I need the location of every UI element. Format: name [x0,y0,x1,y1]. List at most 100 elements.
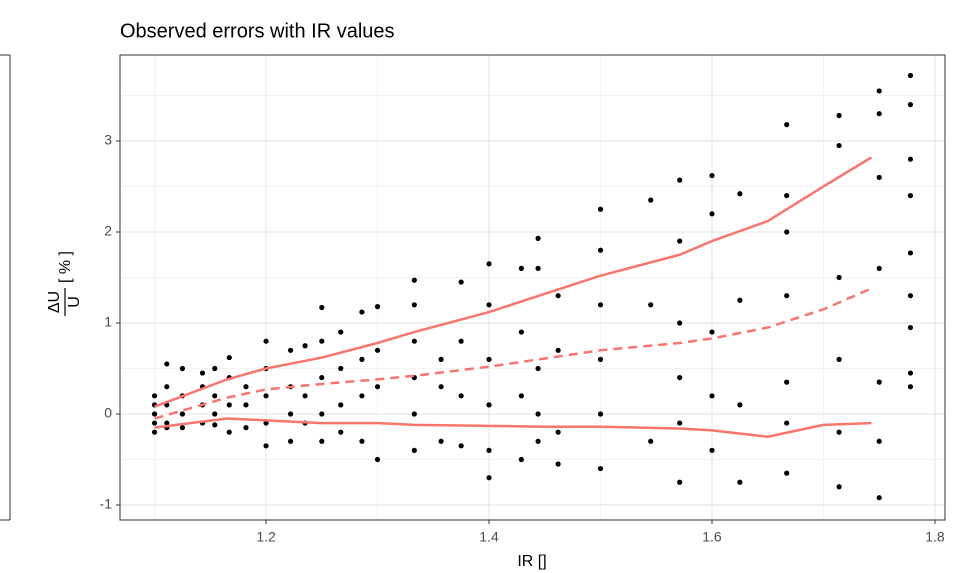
point [226,402,232,408]
point [648,197,654,203]
y-axis-label: ΔU U [ % ] [46,251,83,316]
point [212,411,218,417]
x-tick-label: 1.6 [702,529,722,545]
point [709,447,715,453]
point [836,484,842,490]
point [319,374,325,381]
y-tick-label: 0 [104,405,112,421]
point [151,420,158,426]
point [164,420,170,426]
point [374,304,381,310]
y-tick-label: 3 [104,132,112,148]
y-label-denominator: U [66,296,83,308]
y-tick-label: 2 [104,223,112,239]
point [784,122,790,128]
point [784,420,790,426]
point [876,111,882,117]
point [287,347,294,353]
point [302,343,308,349]
point [212,365,218,372]
point [374,347,381,353]
point [287,438,294,444]
point [438,356,444,362]
point [876,265,882,271]
point [597,411,604,417]
point [836,142,842,149]
point [179,411,186,417]
point [907,250,914,256]
point [784,192,790,199]
point [518,329,524,335]
point [535,411,541,417]
point [677,374,683,381]
grid [120,55,945,520]
trend-line [154,417,872,438]
point [302,393,308,399]
point [338,365,344,372]
point [359,393,365,399]
point [518,456,524,463]
point [319,438,325,444]
point [359,309,365,315]
point [199,370,206,376]
point [212,422,218,428]
x-tick-label: 1.4 [479,529,499,545]
point [648,302,654,308]
point [263,420,269,426]
point [518,265,524,271]
point [836,112,842,119]
point [709,393,715,399]
point [319,304,325,311]
point [876,174,882,180]
point [677,420,683,426]
point [243,425,249,431]
point [836,274,842,281]
point [263,443,269,449]
point [486,402,492,408]
point [907,293,914,299]
point [287,411,294,417]
point [263,338,269,344]
point [438,384,444,390]
point [876,438,882,444]
point [458,279,464,285]
point [555,347,561,353]
point [784,470,790,476]
y-label-numerator: ΔU [46,291,63,313]
point [784,293,790,299]
point [784,229,790,235]
point [179,365,186,372]
y-tick-label: -1 [100,496,113,512]
point [338,402,344,408]
trend-line [154,287,872,420]
point [597,302,604,308]
marks [151,72,914,501]
point [555,461,561,467]
point [876,495,882,501]
point [411,411,417,417]
point [677,479,683,485]
plot-frame [119,54,946,521]
point [535,235,541,241]
point [486,475,492,481]
x-tick-label: 1.8 [925,529,945,545]
point [458,338,464,344]
point [243,402,249,408]
point [263,393,269,399]
point [737,191,743,197]
point [907,101,914,108]
point [319,411,325,417]
point [151,429,158,435]
point [677,238,683,244]
point [597,247,604,253]
point [151,393,158,399]
point [555,429,561,435]
point [438,438,444,444]
point [555,293,561,299]
point [709,211,715,217]
point [411,447,417,453]
point [597,356,604,362]
point [338,429,344,435]
point [535,438,541,444]
y-label-unit: [ % ] [57,251,74,283]
